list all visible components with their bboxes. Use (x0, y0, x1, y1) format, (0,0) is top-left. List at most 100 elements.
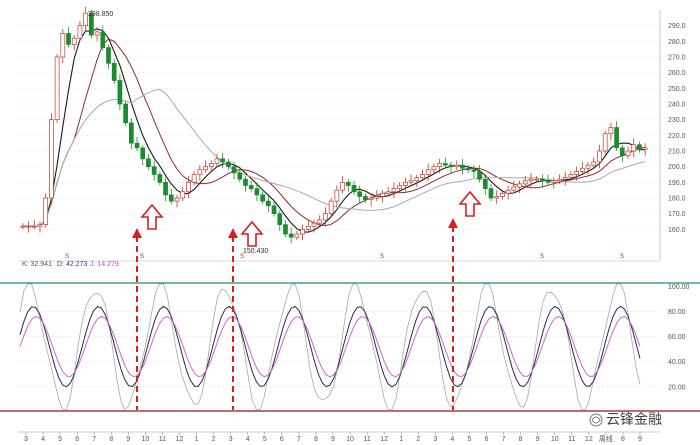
candle-body (106, 47, 111, 64)
arrow-head-icon (132, 228, 142, 238)
candle-body (391, 188, 397, 193)
candle-body (540, 178, 545, 182)
candle-body (380, 192, 385, 197)
candle-body (197, 169, 203, 175)
candle-body (477, 171, 482, 180)
candle-body (482, 178, 488, 189)
kdj-y-tick: 80.00 (668, 309, 686, 316)
candle-body (163, 181, 168, 196)
price-y-tick: 250.0 (668, 86, 686, 93)
candle-body (66, 33, 71, 45)
candle-body (420, 174, 425, 178)
candle-body (191, 174, 197, 183)
x-tick-label: 8 (519, 436, 523, 443)
x-tick-label: 3 (433, 436, 437, 443)
s-signal-mark: S (540, 254, 544, 260)
j-line (19, 283, 641, 411)
candle-body (408, 180, 414, 183)
x-tick-label: 10 (551, 436, 559, 443)
x-tick-label: 11 (363, 436, 370, 443)
arrow-head-icon (228, 228, 238, 238)
s-signal-mark: S (620, 254, 624, 260)
candle-body (305, 225, 311, 230)
x-tick-label: 10 (141, 436, 149, 443)
x-tick-label: 2 (212, 436, 216, 443)
candle-body (500, 192, 505, 197)
candle-body (77, 25, 83, 39)
s-signal-mark: S (65, 254, 69, 260)
candle-body (60, 33, 66, 58)
candle-body (454, 164, 460, 168)
candle-body (311, 222, 317, 227)
candle-body (597, 150, 602, 163)
candle-body (123, 103, 128, 124)
candle-body (265, 200, 271, 207)
price-y-tick: 180.0 (668, 196, 686, 203)
x-tick-label: 3 (24, 436, 28, 443)
kdj-legend-k: K: 32.941 (22, 261, 52, 268)
candle-body (168, 194, 174, 202)
candlesticks (20, 6, 648, 244)
candle-body (602, 133, 608, 152)
candle-body (619, 147, 625, 157)
x-tick-label: 6 (485, 436, 489, 443)
candle-body (562, 177, 568, 180)
x-tick-label: 9 (638, 436, 642, 443)
candle-body (465, 167, 471, 171)
moving-average-lines (22, 28, 646, 233)
price-y-tick: 170.0 (668, 211, 686, 218)
price-y-axis: 290.0 280.0 270.0 260.0 250.0 240.0 230.0 220.0… (659, 10, 686, 260)
x-tick-label: 6 (75, 436, 79, 443)
price-y-tick: 190.0 (668, 180, 686, 187)
kdj-legend-j: J: 14.279 (90, 261, 119, 268)
x-tick-label: 11 (159, 436, 166, 443)
kdj-y-tick: 60.00 (668, 334, 686, 341)
d-line (19, 315, 641, 378)
x-tick-label: 4 (41, 436, 45, 443)
price-y-tick: 240.0 (668, 102, 686, 109)
candle-body (431, 166, 437, 171)
s-signal-mark: S (380, 254, 384, 260)
candle-body (591, 161, 597, 166)
price-y-tick: 280.0 (668, 39, 686, 46)
x-tick-label: 8 (109, 436, 113, 443)
candle-body (488, 188, 494, 199)
x-tick-label: 9 (126, 436, 130, 443)
candle-body (614, 127, 619, 149)
candle-body (517, 183, 522, 188)
candle-body (71, 37, 77, 45)
x-tick-label: 12 (585, 436, 593, 443)
candle-body (254, 188, 260, 196)
candle-body (334, 189, 340, 202)
x-tick-label: 9 (536, 436, 540, 443)
candle-body (117, 80, 123, 105)
candle-body (20, 225, 26, 228)
candle-body (54, 56, 60, 121)
kdj-y-tick: 20.00 (668, 384, 686, 391)
candle-body (94, 31, 100, 36)
candle-body (625, 150, 631, 157)
x-tick-label: 4 (246, 436, 250, 443)
candle-body (134, 142, 140, 149)
x-tick-label: 4 (450, 436, 454, 443)
candle-body (243, 178, 248, 186)
k-line (19, 305, 641, 388)
x-tick-label: 7 (297, 436, 301, 443)
candle-body (557, 178, 562, 182)
x-tick-label: 5 (263, 436, 267, 443)
candle-body (568, 174, 574, 178)
candle-body (442, 163, 448, 166)
kdj-lines (19, 283, 641, 411)
candle-body (585, 164, 591, 169)
candle-body (128, 122, 134, 144)
candle-body (345, 181, 351, 186)
candle-body (323, 213, 328, 221)
candle-body (208, 163, 214, 168)
price-y-tick: 260.0 (668, 70, 686, 77)
candle-body (374, 196, 380, 199)
candle-body (522, 180, 528, 185)
kdj-legend-d: D: 42.273 (57, 261, 87, 268)
candle-body (151, 166, 157, 175)
